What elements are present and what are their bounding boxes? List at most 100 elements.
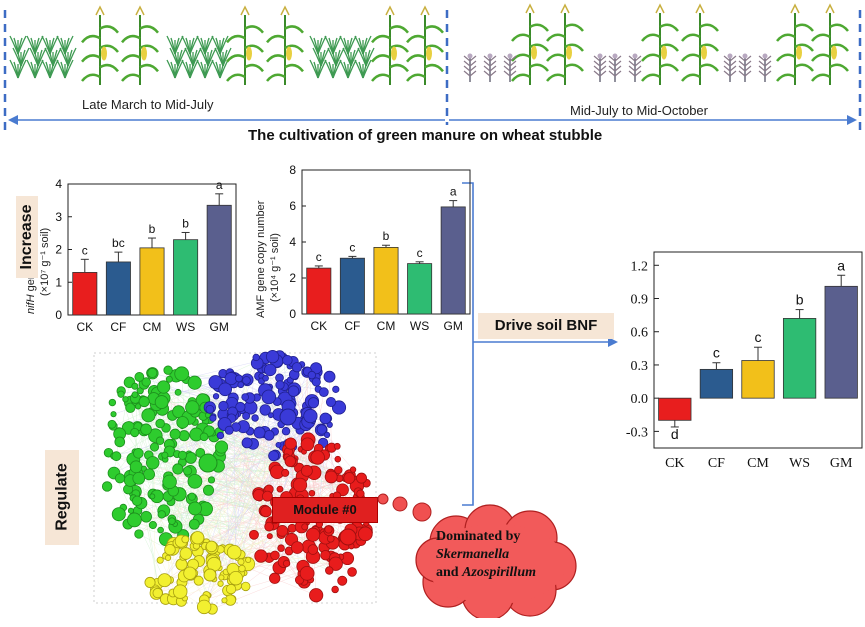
network-node (122, 396, 129, 403)
network-node (107, 419, 117, 429)
period-label-2: Mid-July to Mid-October (570, 103, 708, 118)
wheat-stubble-icon (463, 53, 477, 82)
network-node (275, 441, 282, 448)
bar (72, 272, 98, 316)
network-node (157, 510, 166, 519)
network-node (241, 581, 251, 592)
network-node (282, 559, 291, 568)
network-node (319, 412, 332, 425)
bnf-arrowhead-icon (608, 337, 618, 347)
network-node (347, 567, 357, 577)
network-node (287, 385, 300, 397)
x-tick-label: GM (830, 456, 853, 471)
main-title: The cultivation of green manure on wheat… (248, 127, 603, 144)
network-hub-node (198, 453, 218, 473)
network-node (301, 523, 309, 531)
bar (206, 204, 232, 316)
network-node (334, 465, 343, 475)
network-node (299, 565, 315, 581)
network-hub-node (279, 408, 297, 426)
bar (173, 239, 199, 316)
bnf-bar-chart: -0.3 0.0 0.3 0.6 0.9 1.2 d CK c CF c CM b WS a GM (626, 251, 863, 471)
wheat-seedling-icon (56, 59, 74, 79)
y-tick-label: 0 (289, 307, 296, 321)
x-tick-label: CM (143, 320, 162, 334)
network-node (178, 430, 190, 442)
y-axis-unit: (×10⁴ g⁻¹ soil) (269, 233, 281, 302)
network-node (292, 477, 308, 493)
network-node (300, 464, 313, 477)
wheat-seedling-icon (41, 59, 59, 79)
wheat-stubble-icon (758, 53, 772, 82)
network-node (140, 510, 152, 523)
cloud-line-1: Dominated by (436, 529, 521, 544)
bar (139, 247, 165, 316)
wheat-seedling-icon (211, 59, 229, 79)
network-node (111, 507, 126, 522)
bar (105, 261, 131, 316)
network-node (291, 362, 303, 373)
network-node (254, 549, 268, 563)
bar (699, 368, 734, 399)
network-node (275, 380, 285, 390)
network-node (270, 550, 280, 561)
maize-plant-icon (681, 3, 719, 85)
network-node (316, 424, 327, 435)
y-axis-unit: (×10⁷ g⁻¹ soil) (39, 228, 51, 296)
maize-plant-icon (406, 5, 444, 85)
network-node (308, 489, 316, 497)
network-node (266, 533, 273, 540)
network-node (263, 363, 277, 377)
network-node (196, 599, 212, 615)
network-node (323, 370, 336, 383)
network-node (324, 470, 338, 484)
network-node (141, 377, 151, 387)
network-node (212, 393, 220, 400)
y-tick-label: 4 (55, 177, 62, 191)
network-node (337, 575, 348, 586)
network-node (146, 456, 160, 470)
significance-letter: b (149, 222, 156, 236)
network-node (140, 423, 152, 436)
network-node (188, 518, 200, 530)
network-node (176, 416, 189, 429)
increase-tag: Increase (16, 196, 38, 278)
wheat-seedling-icon (26, 59, 44, 79)
network-node (264, 521, 274, 532)
network-hub-node (339, 528, 357, 546)
network-node (108, 398, 117, 407)
y-tick-label: 6 (289, 199, 296, 213)
network-node (191, 531, 205, 545)
network-node (225, 583, 237, 595)
regulate-tag: Regulate (45, 450, 79, 545)
network-node (263, 429, 275, 441)
network-node (141, 408, 156, 423)
network-node (114, 436, 126, 448)
network-node (305, 527, 321, 542)
regulate-label: Regulate (53, 463, 71, 531)
network-node (207, 476, 216, 484)
network-node (183, 566, 197, 580)
network-node (242, 376, 251, 385)
x-tick-label: CF (708, 456, 725, 471)
network-node (358, 526, 373, 542)
y-tick-label: 0.0 (631, 392, 649, 407)
green-module (101, 365, 229, 547)
network-node (172, 463, 184, 475)
network-node (320, 549, 331, 561)
network-node (174, 366, 190, 382)
network-node (181, 535, 190, 544)
wheat-stubble-icon (608, 53, 622, 82)
network-node (184, 451, 197, 464)
significance-letter: a (216, 178, 223, 192)
network-node (241, 437, 253, 449)
network-node (356, 472, 367, 484)
period-label-1: Late March to Mid-July (82, 97, 214, 112)
network-node (235, 401, 246, 413)
y-tick-label: -0.3 (626, 425, 648, 440)
module-0-label: Module #0 (272, 497, 378, 523)
x-tick-label: GM (210, 320, 229, 334)
y-tick-label: 3 (55, 210, 62, 224)
significance-letter: c (316, 250, 322, 264)
network-node (148, 520, 157, 530)
